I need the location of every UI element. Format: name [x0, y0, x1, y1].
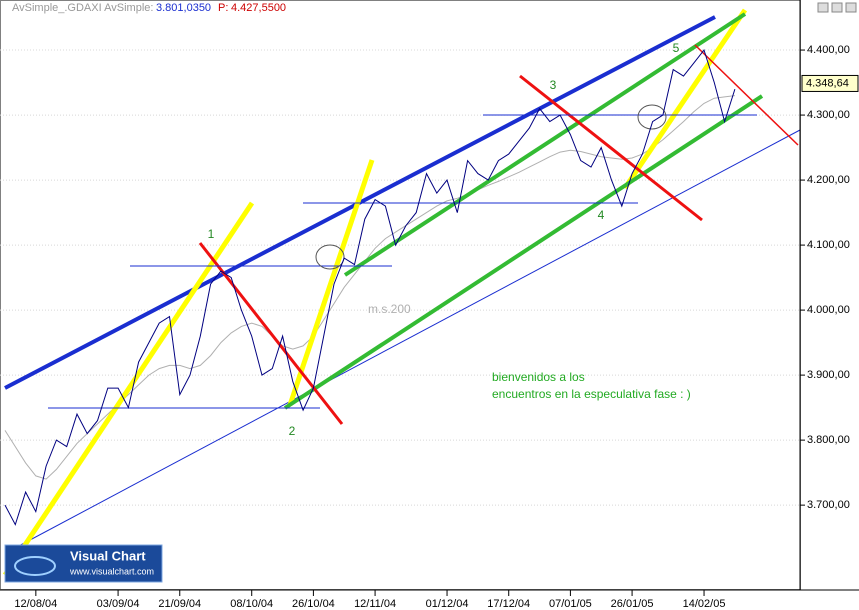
price-tag-box	[801, 74, 859, 92]
x-tick-label: 21/09/04	[158, 598, 201, 610]
annotation: m.s.200	[368, 302, 411, 316]
highlight-ellipse	[315, 244, 345, 270]
y-tick-label: 3.800,00	[807, 434, 850, 446]
x-tick-label: 17/12/04	[487, 598, 530, 610]
annotation: encuentros en la especulativa fase : )	[492, 387, 691, 401]
trend-line	[694, 44, 799, 146]
x-tick-label: 03/09/04	[97, 598, 140, 610]
x-tick-label: 12/08/04	[14, 598, 57, 610]
y-tick-label: 4.000,00	[807, 304, 850, 316]
x-tick-label: 26/10/04	[292, 598, 335, 610]
x-tick-label: 01/12/04	[426, 598, 469, 610]
header-p-label: P:	[218, 2, 228, 14]
annotation: 2	[289, 424, 296, 438]
annotation: bienvenidos a los	[492, 370, 585, 384]
header-value: 3.801,0350	[156, 2, 211, 14]
y-tick-label: 4.100,00	[807, 239, 850, 251]
x-tick-label: 14/02/05	[683, 598, 726, 610]
trend-line	[519, 74, 703, 222]
icon[interactable]	[817, 2, 829, 13]
x-tick-label: 08/10/04	[230, 598, 273, 610]
logo: Visual Chart www.visualchart.com	[4, 544, 163, 583]
annotation: 1	[208, 227, 215, 241]
logo-swirl	[14, 556, 56, 576]
price-tag-label: 4.348,64	[806, 77, 849, 89]
annotation: 4	[598, 208, 605, 222]
icon[interactable]	[845, 2, 857, 13]
logo-url: www.visualchart.com	[69, 566, 154, 576]
price-line	[4, 49, 736, 526]
x-tick-label: 07/01/05	[549, 598, 592, 610]
y-tick-label: 4.400,00	[807, 44, 850, 56]
y-tick-label: 3.700,00	[807, 499, 850, 511]
annotation: 5	[673, 41, 680, 55]
trend-line	[287, 159, 375, 406]
y-tick-label: 4.200,00	[807, 174, 850, 186]
icon[interactable]	[831, 2, 843, 13]
drawings	[2, 8, 801, 577]
x-tick-label: 12/11/04	[354, 598, 396, 610]
trend-line	[343, 12, 747, 277]
logo-title: Visual Chart	[70, 548, 146, 563]
trend-line	[2, 201, 255, 577]
x-tick-label: 26/01/05	[611, 598, 654, 610]
plot-area	[0, 0, 801, 590]
header: AvSimple_.GDAXI AvSimple: 3.801,0350 P: …	[12, 2, 286, 14]
annotation: 3	[550, 78, 557, 92]
y-tick-label: 4.300,00	[807, 109, 850, 121]
trend-line	[283, 94, 764, 410]
toolbar-icons	[817, 2, 857, 13]
y-tick-label: 3.900,00	[807, 369, 850, 381]
trend-line	[622, 8, 748, 190]
highlight-ellipse	[637, 104, 667, 130]
trend-line	[14, 129, 801, 549]
header-p-value: 4.427,5500	[231, 2, 286, 14]
header-instrument: AvSimple_.GDAXI AvSimple:	[12, 2, 153, 14]
